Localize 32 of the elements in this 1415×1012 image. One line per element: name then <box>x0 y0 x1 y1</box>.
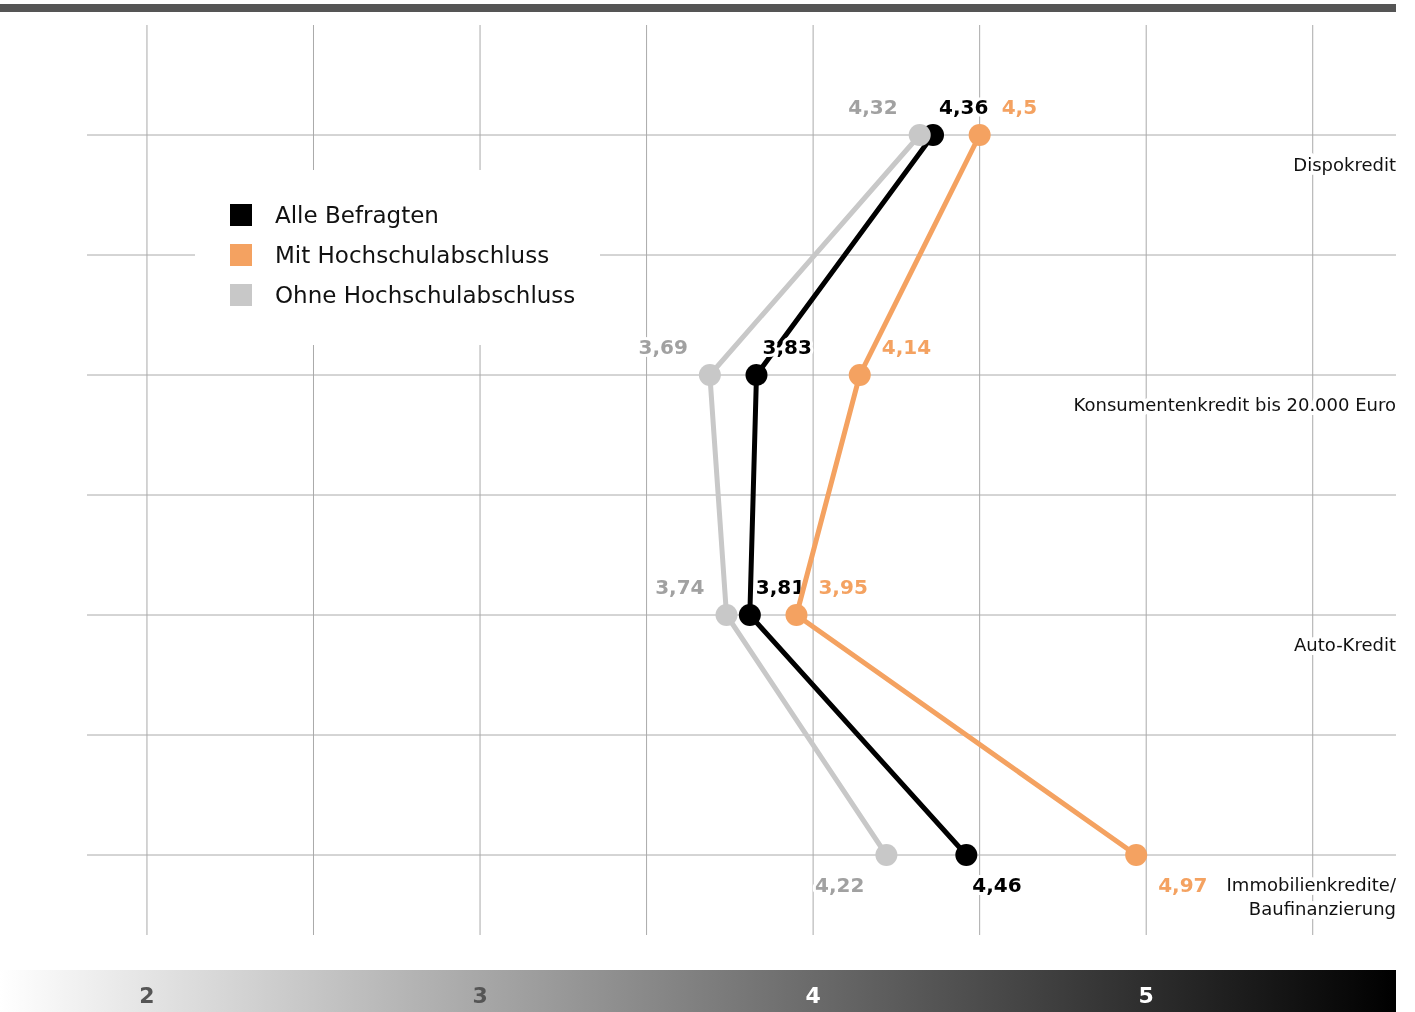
x-tick-label: 4 <box>805 983 821 1008</box>
legend-label: Ohne Hochschulabschluss <box>275 282 576 308</box>
legend-label: Mit Hochschulabschluss <box>275 242 550 268</box>
legend-label: Alle Befragten <box>275 202 439 228</box>
point <box>698 364 721 386</box>
point <box>968 124 991 146</box>
data-label: 4,97 <box>1158 873 1208 897</box>
point <box>745 364 768 386</box>
data-label: 4,22 <box>815 873 865 897</box>
data-label: 3,95 <box>818 575 868 599</box>
point <box>715 604 738 626</box>
data-label: 4,14 <box>881 335 932 359</box>
point <box>738 604 761 626</box>
point <box>875 844 898 866</box>
data-label: 4,32 <box>848 95 898 119</box>
data-label: 3,81 <box>755 575 806 599</box>
x-tick-label: 2 <box>139 983 155 1008</box>
point <box>955 844 978 866</box>
data-label: 4,46 <box>972 873 1022 897</box>
y-tick-label: Immobilienkredite/Baufinanzierung <box>1226 874 1397 919</box>
data-label: 4,5 <box>1001 95 1038 119</box>
point <box>848 364 871 386</box>
point <box>908 124 931 146</box>
y-tick-label: Konsumentenkredit bis 20.000 Euro <box>1073 394 1396 415</box>
x-tick-label: 3 <box>472 983 488 1008</box>
point <box>785 604 808 626</box>
data-label: 4,36 <box>939 95 989 119</box>
y-tick-label: Auto-Kredit <box>1294 634 1396 655</box>
x-tick-label: 5 <box>1138 983 1154 1008</box>
data-label: 3,74 <box>655 575 705 599</box>
y-tick-label: Dispokredit <box>1293 154 1396 175</box>
point <box>1125 844 1148 866</box>
